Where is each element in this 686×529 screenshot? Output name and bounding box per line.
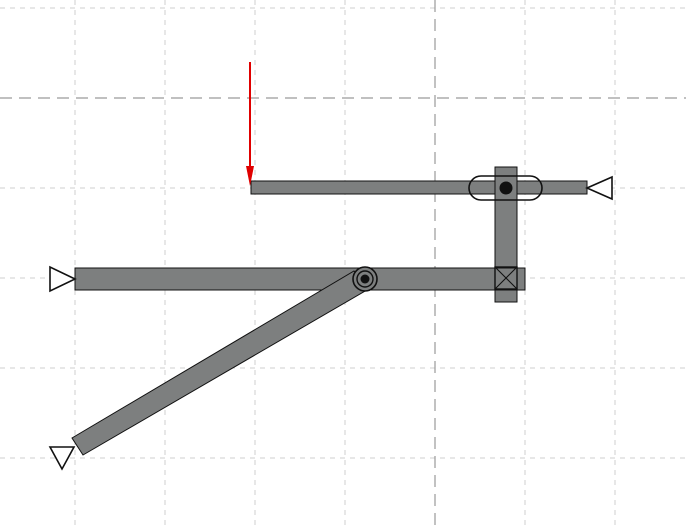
load-arrow-icon (246, 62, 254, 186)
pin-support-icon (49, 265, 77, 293)
hinge-icon (352, 266, 378, 292)
diagonal-strut-beam (71, 270, 373, 456)
fixed-joint-icon (494, 266, 518, 290)
pin-support-icon (585, 175, 613, 201)
slot-joint-icon (468, 175, 543, 201)
main-horizontal-beam (74, 267, 526, 291)
upper-horizontal-beam (250, 180, 588, 195)
pin-support-icon (48, 446, 76, 471)
